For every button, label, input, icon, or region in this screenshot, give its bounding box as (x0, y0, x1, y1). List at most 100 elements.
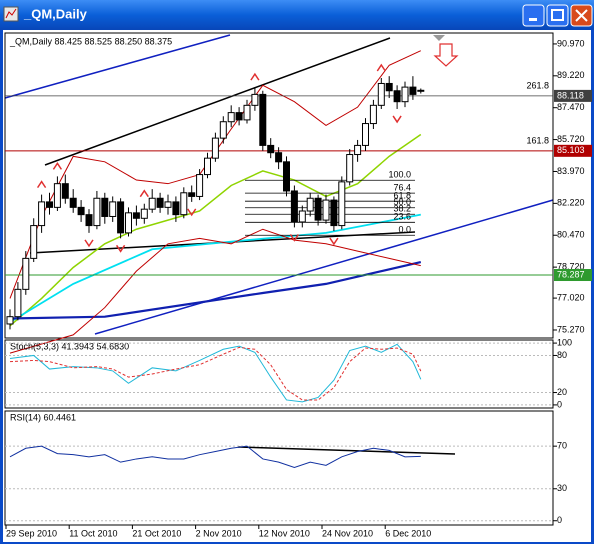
x-tick-label: 29 Sep 2010 (6, 528, 57, 538)
candle-body (61, 183, 69, 199)
chart-area (3, 30, 591, 542)
candle-body (101, 197, 109, 217)
candle-body (196, 174, 204, 197)
fractal-arrow (139, 189, 149, 198)
y-tick-label: 80 (557, 350, 567, 360)
candle-body (140, 208, 148, 219)
candle-body (204, 157, 211, 176)
candle-body (385, 82, 393, 92)
fractal-arrow (289, 233, 300, 242)
candle-body (227, 112, 235, 123)
price-marker (554, 269, 592, 282)
price-marker (554, 144, 592, 157)
candle-body (69, 197, 77, 208)
y-tick-label: 70 (557, 441, 567, 451)
y-tick-label: 87.470 (557, 102, 585, 112)
y-tick-label: 77.020 (557, 292, 585, 302)
y-tick-label: 0 (557, 399, 562, 409)
fractal-arrow (84, 239, 94, 248)
candle-body (211, 137, 219, 159)
candle-body (109, 201, 117, 217)
minimize-button[interactable] (522, 4, 545, 27)
candle-body (85, 214, 93, 227)
x-tick-label: 2 Nov 2010 (196, 528, 242, 538)
x-tick-label: 12 Nov 2010 (259, 528, 310, 538)
price-marker (554, 89, 592, 102)
candle-body (314, 197, 322, 221)
candle-body (148, 197, 156, 210)
candle-body (251, 93, 259, 106)
fib-label: 100.0 (388, 170, 411, 180)
chart-header: _QM,Daily 88.425 88.525 88.250 88.375 (9, 36, 172, 46)
y-tick-label: 80.470 (557, 230, 585, 240)
fractal-arrow (187, 208, 197, 217)
candle-body (132, 212, 140, 219)
candle-body (38, 201, 46, 227)
fractal-arrow (250, 72, 260, 81)
close-glyph (575, 9, 588, 22)
fib-label: 61.8 (393, 191, 411, 201)
candle-body (354, 144, 362, 156)
indicator-line (9, 445, 421, 468)
candle-body (322, 199, 330, 221)
window-title: _QM,Daily (23, 6, 88, 21)
fractal-arrow (36, 180, 47, 189)
channel-line (44, 37, 391, 166)
candle-body (338, 181, 346, 227)
panel-frame (4, 339, 554, 409)
candle-body (156, 197, 164, 208)
y-tick-label: 83.970 (557, 166, 585, 176)
candle-body (298, 210, 306, 223)
moving-average (9, 228, 421, 354)
fib-label: 50.0 (393, 197, 411, 207)
fractal-arrow (52, 162, 63, 170)
moving-average (9, 260, 422, 320)
price-marker-label: 85.103 (557, 145, 585, 155)
x-tick-label: 21 Oct 2010 (132, 528, 181, 538)
fib-label: 76.4 (393, 183, 411, 193)
candle-body (46, 201, 53, 208)
y-tick-label: 90.970 (557, 38, 585, 48)
indicator-line (9, 346, 422, 401)
candle-body (172, 201, 180, 216)
candle-body (346, 154, 354, 183)
candle-body (393, 90, 401, 103)
price-marker-label: 78.287 (557, 269, 585, 279)
candle-body (369, 104, 377, 125)
x-tick-label: 6 Dec 2010 (385, 528, 431, 538)
indicator-title: Stoch(5,3,3) 41.3943 54.6830 (10, 341, 129, 351)
window-buttons (522, 4, 593, 27)
rsi-trend-line (237, 446, 456, 455)
y-tick-label: 20 (557, 387, 567, 397)
y-tick-label: 89.220 (557, 70, 585, 80)
maximize-button[interactable] (546, 4, 569, 27)
candle-body (275, 152, 283, 163)
fractal-arrow (115, 244, 126, 253)
candle-body (188, 192, 196, 197)
candle-body (30, 225, 38, 259)
indicator-title: RSI(14) 60.4461 (10, 412, 76, 422)
fib-label: 261.8 (526, 80, 549, 90)
candle-body (377, 82, 385, 106)
candle-body (417, 89, 425, 92)
moving-average (9, 133, 422, 327)
fib-label: 23.6 (393, 212, 411, 222)
x-tick-label: 11 Oct 2010 (69, 528, 117, 538)
panel-frame (4, 32, 554, 339)
y-tick-label: 30 (557, 483, 567, 493)
candle-body (259, 93, 267, 146)
candle-body (93, 197, 101, 227)
fractal-arrow (376, 63, 386, 72)
candle-body (117, 201, 125, 234)
candle-body (22, 257, 30, 290)
y-tick-label: 75.270 (557, 324, 585, 334)
fib-label: 38.2 (393, 204, 411, 214)
candle-body (290, 190, 298, 223)
fib-label: 161.8 (526, 136, 549, 146)
x-tick-label: 24 Nov 2010 (322, 528, 373, 538)
candle-body (401, 86, 409, 103)
title-bar[interactable] (0, 0, 594, 30)
candle-body (125, 212, 132, 234)
y-tick-label: 82.220 (557, 198, 585, 208)
